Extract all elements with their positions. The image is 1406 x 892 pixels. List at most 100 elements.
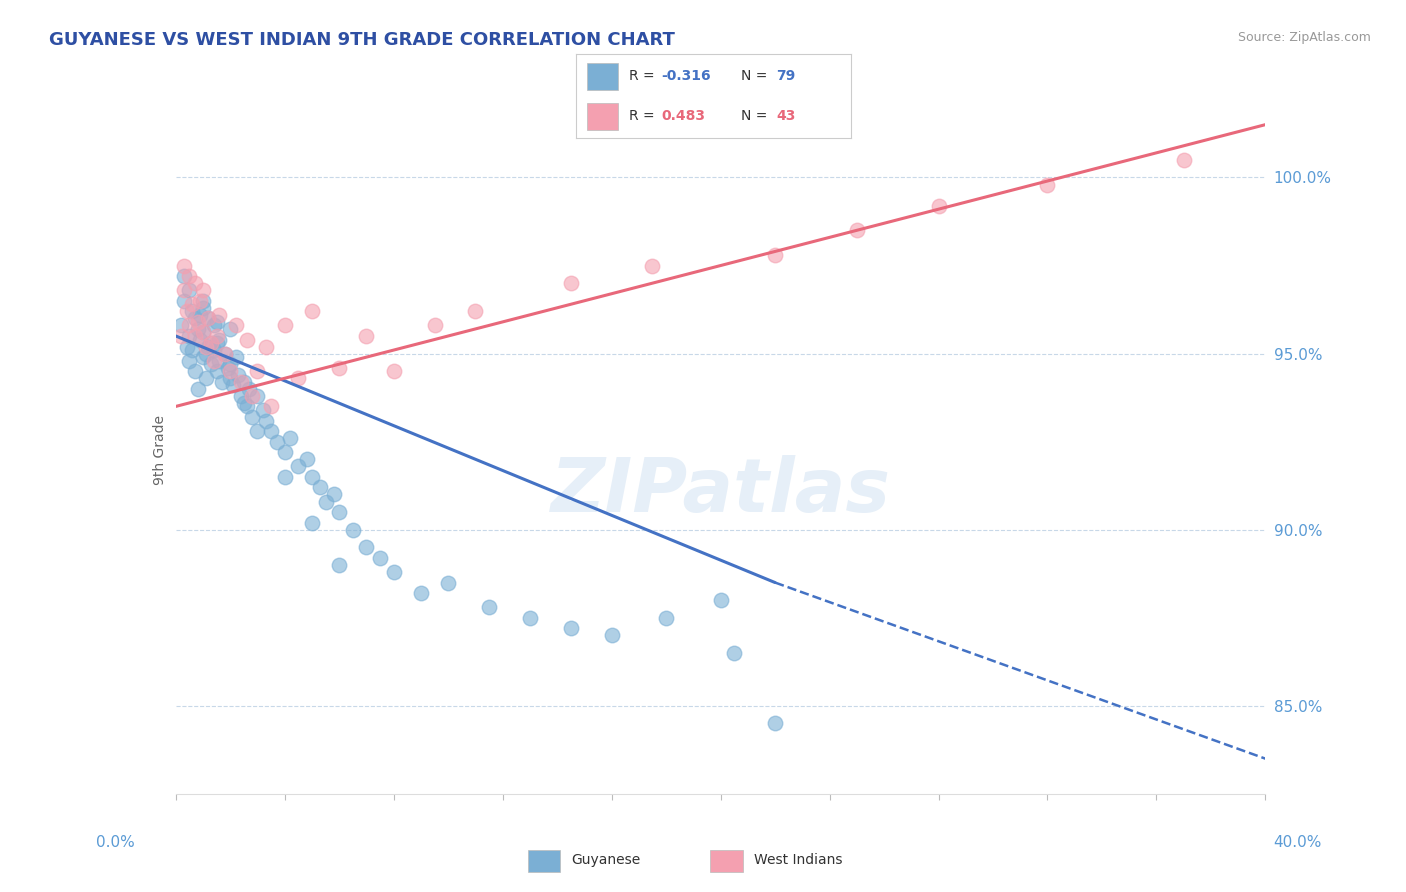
Point	[197, 311, 219, 326]
Point	[176, 340, 198, 354]
Point	[191, 326, 214, 340]
Point	[723, 646, 745, 660]
Point	[478, 600, 501, 615]
Point	[205, 336, 228, 351]
Point	[202, 318, 225, 333]
Point	[176, 304, 198, 318]
Point	[382, 565, 405, 579]
Point	[356, 329, 378, 343]
Point	[274, 318, 297, 333]
Point	[200, 336, 222, 351]
Point	[295, 452, 318, 467]
Point	[328, 558, 350, 572]
Point	[186, 382, 209, 396]
Point	[179, 353, 201, 368]
Point	[197, 311, 219, 326]
Point	[179, 283, 201, 297]
Point	[246, 389, 269, 403]
Point	[184, 364, 207, 378]
Point	[188, 333, 211, 347]
Point	[219, 322, 242, 336]
Text: N =: N =	[741, 70, 772, 83]
Point	[202, 343, 225, 357]
Text: 0.483: 0.483	[661, 109, 706, 123]
Point	[188, 293, 211, 308]
Point	[301, 470, 323, 484]
Point	[260, 400, 283, 414]
Point	[205, 364, 228, 378]
Point	[205, 329, 228, 343]
Point	[641, 259, 664, 273]
Text: -0.316: -0.316	[661, 70, 711, 83]
Text: Source: ZipAtlas.com: Source: ZipAtlas.com	[1237, 31, 1371, 45]
Point	[179, 269, 201, 284]
Point	[186, 322, 209, 336]
Point	[309, 480, 332, 494]
Text: GUYANESE VS WEST INDIAN 9TH GRADE CORRELATION CHART: GUYANESE VS WEST INDIAN 9TH GRADE CORREL…	[49, 31, 675, 49]
Point	[252, 403, 274, 417]
Point	[845, 223, 868, 237]
Point	[197, 340, 219, 354]
Point	[274, 445, 297, 459]
Point	[315, 494, 337, 508]
Point	[173, 269, 195, 284]
Point	[356, 541, 378, 555]
Point	[222, 378, 245, 392]
Point	[301, 304, 323, 318]
Point	[763, 716, 786, 731]
Point	[301, 516, 323, 530]
Point	[322, 487, 344, 501]
Point	[184, 276, 207, 290]
Point	[214, 346, 236, 360]
Point	[225, 318, 247, 333]
Text: 0.0%: 0.0%	[96, 836, 135, 850]
Y-axis label: 9th Grade: 9th Grade	[153, 416, 167, 485]
Point	[240, 389, 263, 403]
Point	[181, 304, 204, 318]
Point	[205, 315, 228, 329]
Point	[437, 575, 460, 590]
Point	[231, 375, 253, 389]
Text: 79: 79	[776, 70, 796, 83]
Text: ZIPatlas: ZIPatlas	[551, 455, 890, 528]
Point	[328, 505, 350, 519]
Point	[228, 368, 250, 382]
Point	[184, 311, 207, 326]
Point	[184, 329, 207, 343]
Point	[219, 371, 242, 385]
Point	[266, 434, 288, 449]
Text: 40.0%: 40.0%	[1274, 836, 1322, 850]
Point	[208, 353, 231, 368]
Text: West Indians: West Indians	[754, 853, 842, 867]
Point	[274, 470, 297, 484]
Point	[170, 318, 193, 333]
Point	[191, 283, 214, 297]
Point	[655, 611, 678, 625]
Point	[208, 308, 231, 322]
Point	[194, 346, 217, 360]
Point	[181, 297, 204, 311]
Text: R =: R =	[628, 70, 658, 83]
Point	[232, 396, 254, 410]
Point	[409, 586, 432, 600]
Point	[202, 353, 225, 368]
Point	[710, 593, 733, 607]
Point	[191, 326, 214, 340]
Point	[194, 340, 217, 354]
FancyBboxPatch shape	[588, 103, 617, 130]
Point	[368, 550, 391, 565]
Point	[179, 329, 201, 343]
Point	[1036, 178, 1059, 192]
Point	[254, 340, 277, 354]
Point	[328, 360, 350, 375]
Point	[211, 375, 233, 389]
Point	[287, 371, 309, 385]
Point	[219, 364, 242, 378]
Point	[600, 628, 623, 642]
Point	[217, 360, 239, 375]
Point	[560, 621, 582, 635]
FancyBboxPatch shape	[710, 850, 744, 871]
Point	[179, 318, 201, 333]
Point	[200, 336, 222, 351]
Point	[235, 333, 257, 347]
